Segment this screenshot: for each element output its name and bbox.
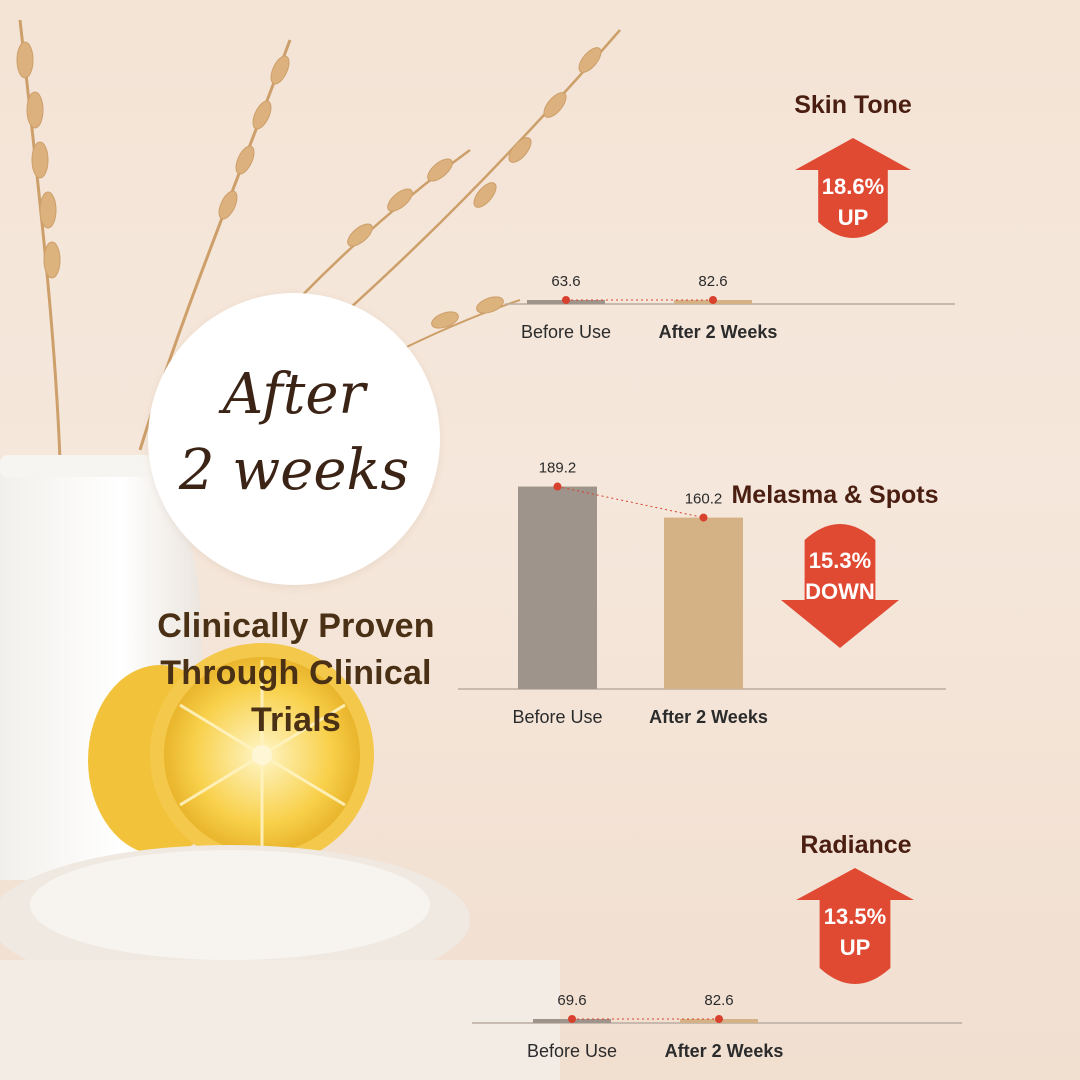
change-direction-word: UP [840, 935, 871, 960]
change-direction-word: UP [838, 205, 869, 230]
metric-title: Melasma & Spots [731, 481, 938, 509]
data-point-dot [568, 1015, 576, 1023]
metric-title: Skin Tone [794, 91, 912, 119]
after-2-weeks-badge: After 2 weeks [148, 293, 440, 585]
badge-line-after: After [222, 362, 366, 427]
category-label: Before Use [527, 1041, 617, 1061]
value-label: 82.6 [698, 273, 727, 290]
category-label: Before Use [512, 707, 602, 727]
clinical-claim: Clinically Proven Through Clinical Trial… [128, 603, 464, 744]
chart-panel-2: 189.2 Before Use 160.2 After 2 Weeks Melasma… [458, 460, 946, 727]
chart-panel-1: 63.6 Before Use 82.6 After 2 Weeks Skin Tone… [505, 91, 955, 342]
category-label: After 2 Weeks [659, 322, 778, 342]
value-label: 63.6 [551, 273, 580, 290]
lemon [88, 643, 374, 867]
after-2-weeks-bar [664, 517, 743, 689]
category-label: After 2 Weeks [665, 1041, 784, 1061]
badge-line-2-weeks: 2 weeks [178, 438, 410, 503]
change-percent: 18.6% [822, 174, 884, 199]
before-use-bar [518, 486, 597, 689]
value-label: 69.6 [557, 992, 586, 1009]
claim-line-1: Clinically Proven [157, 607, 435, 645]
arrow-up-icon [796, 868, 914, 984]
data-point-dot [715, 1015, 723, 1023]
rice-pile [0, 845, 560, 1080]
change-percent: 13.5% [824, 904, 886, 929]
change-percent: 15.3% [809, 548, 871, 573]
claim-line-3: Trials [250, 701, 342, 739]
metric-title: Radiance [800, 831, 911, 859]
value-label: 82.6 [704, 992, 733, 1009]
data-point-dot [562, 296, 570, 304]
value-label: 189.2 [539, 460, 577, 477]
data-point-dot [553, 482, 562, 491]
category-label: After 2 Weeks [649, 707, 768, 727]
category-label: Before Use [521, 322, 611, 342]
claim-line-2: Through Clinical [160, 654, 432, 692]
value-label: 160.2 [685, 491, 723, 508]
change-direction-word: DOWN [805, 579, 875, 604]
arrow-down-icon [781, 524, 899, 648]
arrow-up-icon [795, 138, 911, 238]
data-point-dot [699, 513, 708, 522]
chart-panel-3: 69.6 Before Use 82.6 After 2 Weeks Radiance 1… [472, 831, 962, 1061]
data-point-dot [709, 296, 717, 304]
